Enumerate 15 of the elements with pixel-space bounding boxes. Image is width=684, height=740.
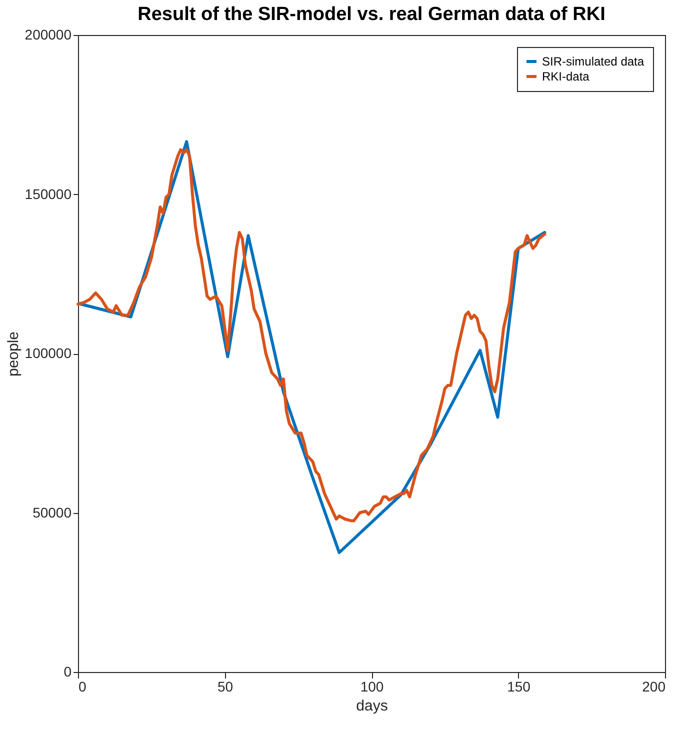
x-tick-label: 100 [360, 678, 384, 694]
legend-label: RKI-data [542, 70, 590, 84]
y-tick-label: 100000 [24, 345, 72, 361]
y-tick-label: 150000 [24, 186, 72, 202]
y-tick-label: 0 [64, 664, 72, 680]
y-axis-title: people [4, 331, 22, 377]
x-tick-label: 200 [642, 678, 666, 694]
chart-title: Result of the SIR-model vs. real German data of RKI [138, 4, 606, 25]
y-tick-label: 50000 [32, 504, 72, 520]
x-tick-label: 50 [217, 678, 234, 694]
y-tick-label: 200000 [24, 26, 72, 42]
x-axis-title: days [356, 698, 388, 714]
x-tick-label: 150 [507, 678, 531, 694]
legend-label: SIR-simulated data [542, 54, 644, 68]
x-tick-label: 0 [78, 678, 86, 694]
